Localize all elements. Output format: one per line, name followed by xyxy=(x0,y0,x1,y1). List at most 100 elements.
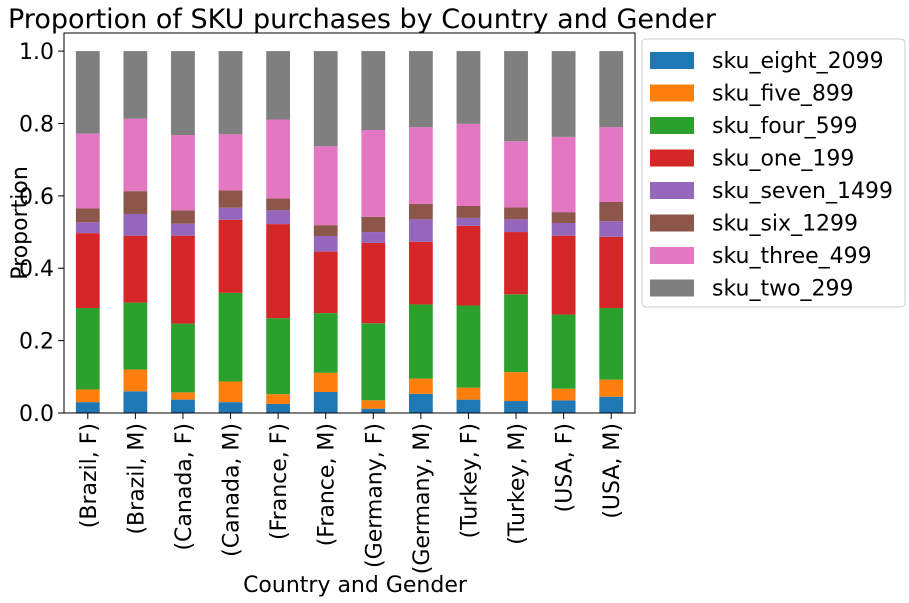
bar-segment xyxy=(456,217,481,226)
bars-group xyxy=(75,51,624,413)
bar-segment xyxy=(361,408,386,413)
bar-segment xyxy=(266,403,291,413)
bar-segment xyxy=(171,135,195,211)
bar-segment xyxy=(599,308,624,380)
legend-swatch xyxy=(650,149,694,167)
bar-segment xyxy=(218,190,243,208)
bar-segment xyxy=(408,304,433,379)
bar-segment xyxy=(171,235,195,324)
bar-segment xyxy=(123,302,148,370)
x-tick-label: (Brazil, F) xyxy=(77,423,102,528)
bar-segment xyxy=(551,136,576,213)
bar-segment xyxy=(218,292,243,382)
legend-frame xyxy=(641,38,906,308)
x-tick-label: (France, M) xyxy=(315,423,340,546)
bar-segment xyxy=(456,225,481,306)
bar-segment xyxy=(599,202,624,222)
legend-swatch xyxy=(650,247,694,264)
bar-segment xyxy=(123,369,148,392)
x-tick-label: (Turkey, F) xyxy=(457,423,482,538)
bar-segment xyxy=(599,379,624,397)
x-axis-label: Country and Gender xyxy=(243,573,468,598)
x-axis: (Brazil, F) (Brazil, M) (Canada, F) (Canada… xyxy=(77,413,625,574)
bar-segment xyxy=(266,394,291,404)
bar-segment xyxy=(504,294,528,373)
bar-segment xyxy=(551,388,576,401)
legend-label: sku_six_1299 xyxy=(712,212,858,237)
bar-segment xyxy=(456,51,481,124)
legend-swatch xyxy=(650,84,694,102)
bar-segment xyxy=(456,387,481,400)
legend-swatch xyxy=(650,52,694,69)
y-axis-label: Proportion xyxy=(8,166,33,280)
bar-segment xyxy=(504,232,528,295)
y-tick-label: 0.4 xyxy=(19,257,54,282)
legend-swatch xyxy=(650,182,694,199)
bar-segment xyxy=(599,51,624,128)
bar-segment xyxy=(313,236,338,252)
bar-segment xyxy=(75,389,100,403)
bar-segment xyxy=(266,224,291,319)
y-tick-label: 0.6 xyxy=(19,185,54,210)
bar-segment xyxy=(266,119,291,199)
bar-segment xyxy=(361,242,386,324)
bar-segment xyxy=(361,400,386,409)
y-tick-label: 0.0 xyxy=(19,402,54,427)
bar-segment xyxy=(123,118,148,192)
y-axis: 0.0 0.2 0.4 0.6 0.8 1.0 xyxy=(19,40,64,427)
bar-segment xyxy=(313,146,338,226)
legend-label: sku_two_299 xyxy=(712,277,854,302)
bar-segment xyxy=(313,251,338,314)
bar-segment xyxy=(408,127,433,204)
bar-segment xyxy=(75,51,100,134)
legend-label: sku_eight_2099 xyxy=(712,49,884,74)
legend-label: sku_seven_1499 xyxy=(712,179,893,204)
bar-segment xyxy=(218,381,243,403)
bar-segment xyxy=(313,225,338,237)
y-tick-label: 0.2 xyxy=(19,330,54,355)
bar-segment xyxy=(504,51,528,142)
bar-segment xyxy=(456,399,481,413)
bar-segment xyxy=(408,203,433,220)
bar-segment xyxy=(408,241,433,305)
legend-label: sku_four_599 xyxy=(712,114,858,139)
bar-segment xyxy=(599,396,624,413)
y-tick-label: 0.8 xyxy=(19,112,54,137)
bar-segment xyxy=(408,378,433,394)
x-tick-label: (Canada, M) xyxy=(220,423,245,557)
x-tick-label: (France, F) xyxy=(267,423,292,540)
bar-segment xyxy=(361,323,386,401)
bar-segment xyxy=(171,392,195,400)
legend-label: sku_one_199 xyxy=(712,147,854,172)
bar-segment xyxy=(266,210,291,225)
bar-segment xyxy=(551,51,576,137)
bar-segment xyxy=(599,127,624,203)
bar-segment xyxy=(218,402,243,413)
chart-title: Proportion of SKU purchases by Country a… xyxy=(8,4,717,35)
bar-segment xyxy=(504,401,528,413)
bar-segment xyxy=(313,313,338,373)
legend-label: sku_three_499 xyxy=(712,244,872,269)
bar-segment xyxy=(75,222,100,234)
bar-segment xyxy=(75,308,100,390)
bar-segment xyxy=(313,51,338,147)
legend: sku_eight_2099 sku_five_899 sku_four_599sk… xyxy=(641,38,906,308)
bar-segment xyxy=(551,314,576,389)
bar-segment xyxy=(408,51,433,128)
bar-segment xyxy=(361,232,386,243)
bar-segment xyxy=(504,219,528,233)
bar-segment xyxy=(266,51,291,120)
bar-segment xyxy=(266,198,291,211)
bar-segment xyxy=(551,212,576,223)
x-tick-label: (Germany, F) xyxy=(362,423,387,568)
bar-segment xyxy=(171,51,195,136)
plot-area-frame xyxy=(63,32,636,414)
bar-segment xyxy=(361,129,386,217)
bar-segment xyxy=(408,393,433,413)
x-tick-label: (USA, M) xyxy=(600,423,625,519)
bar-segment xyxy=(551,400,576,413)
legend-label: sku_five_899 xyxy=(712,82,854,107)
x-tick-label: (USA, F) xyxy=(553,423,578,512)
bar-segment xyxy=(456,305,481,388)
